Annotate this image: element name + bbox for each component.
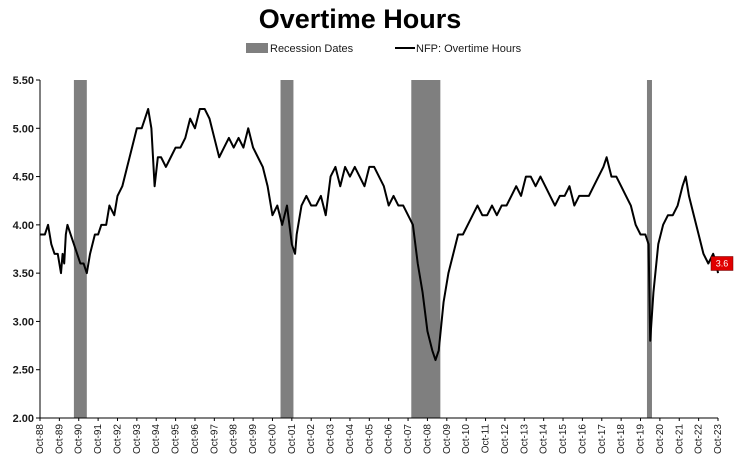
recession-band-1: [73, 80, 87, 418]
x-tick-label-23: Oct-11: [481, 424, 492, 454]
x-tick-label-18: Oct-06: [384, 424, 395, 454]
value-label-group: 3.6: [710, 256, 734, 271]
x-tick-label-2: Oct-90: [74, 424, 85, 454]
x-tick-label-14: Oct-02: [306, 424, 317, 454]
x-axis-ticks: Oct-88 Oct-89 Oct-90 Oct-91 Oct-92 Oct-93 Oct-…: [35, 418, 724, 454]
x-tick-label-15: Oct-03: [326, 424, 337, 454]
legend-label-overtime: NFP: Overtime Hours: [416, 43, 522, 55]
legend-label-recession: Recession Dates: [270, 43, 354, 55]
x-tick-label-30: Oct-18: [616, 424, 627, 454]
y-tick-label-2: 3.00: [13, 316, 34, 328]
x-tick-label-4: Oct-92: [112, 424, 123, 454]
x-tick-label-5: Oct-93: [132, 424, 143, 454]
y-tick-label-3: 3.50: [13, 268, 34, 280]
x-tick-label-25: Oct-13: [519, 424, 530, 454]
x-tick-label-28: Oct-16: [577, 424, 588, 454]
y-tick-label-1: 2.50: [13, 365, 34, 377]
recession-band-2: [280, 80, 294, 418]
x-tick-label-27: Oct-15: [558, 424, 569, 454]
x-tick-label-21: Oct-09: [442, 424, 453, 454]
x-tick-label-3: Oct-91: [93, 424, 104, 454]
x-tick-label-22: Oct-10: [461, 424, 472, 454]
x-tick-label-31: Oct-19: [636, 424, 647, 454]
x-tick-label-9: Oct-97: [209, 424, 220, 454]
axes: [39, 80, 718, 419]
x-tick-label-32: Oct-20: [655, 424, 666, 454]
recession-bands: [73, 80, 652, 418]
x-tick-label-20: Oct-08: [422, 424, 433, 454]
x-tick-label-34: Oct-22: [694, 424, 705, 454]
x-tick-label-6: Oct-94: [151, 424, 162, 454]
x-tick-label-17: Oct-05: [364, 424, 375, 454]
last-value-text: 3.6: [716, 258, 729, 268]
legend: Recession Dates NFP: Overtime Hours: [246, 43, 522, 55]
y-tick-label-7: 5.50: [13, 75, 34, 87]
x-tick-label-35: Oct-23: [713, 424, 724, 454]
x-tick-label-11: Oct-99: [248, 424, 259, 454]
y-axis-ticks: 2.00 2.50 3.00 3.50 4.00 4.50 5.00 5.50: [13, 75, 40, 425]
x-tick-label-8: Oct-96: [190, 424, 201, 454]
x-tick-label-24: Oct-12: [500, 424, 511, 454]
last-value-badge: [710, 256, 734, 271]
x-tick-label-33: Oct-21: [674, 424, 685, 454]
x-tick-label-16: Oct-04: [345, 424, 356, 454]
series-line-overtime-hours: [40, 107, 719, 362]
x-tick-label-26: Oct-14: [539, 424, 550, 454]
chart-title: Overtime Hours: [259, 4, 462, 34]
y-tick-label-4: 4.00: [13, 220, 34, 232]
x-tick-label-0: Oct-88: [35, 424, 46, 454]
legend-swatch-recession: [246, 43, 268, 53]
x-tick-label-13: Oct-01: [287, 424, 298, 454]
x-tick-label-12: Oct-00: [267, 424, 278, 454]
y-tick-label-0: 2.00: [13, 413, 34, 425]
y-tick-label-5: 4.50: [13, 172, 34, 184]
x-tick-label-29: Oct-17: [597, 424, 608, 454]
x-tick-label-1: Oct-89: [54, 424, 65, 454]
series-group: [40, 107, 719, 362]
x-tick-label-19: Oct-07: [403, 424, 414, 454]
y-tick-label-6: 5.00: [13, 123, 34, 135]
x-tick-label-10: Oct-98: [229, 424, 240, 454]
x-tick-label-7: Oct-95: [171, 424, 182, 454]
